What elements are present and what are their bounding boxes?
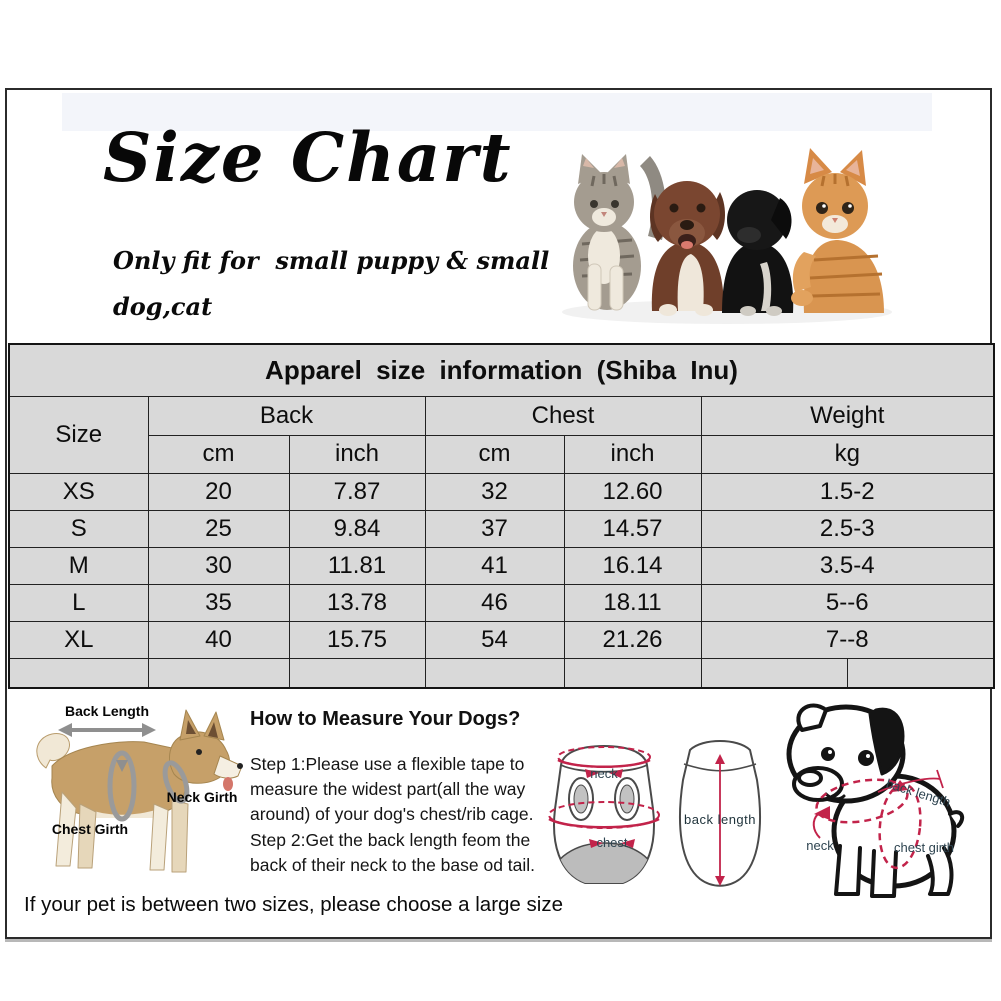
table-row-empty [8,657,995,689]
cell-weight: 7--8 [700,620,995,659]
measure-heading: How to Measure Your Dogs? [250,708,521,730]
puppy-measure-arrows [812,769,944,870]
garment-front-diagram: neck chest [548,744,660,884]
brown-puppy [649,181,726,316]
cell-size: XS [8,472,149,511]
cell-back-cm: 35 [147,583,290,622]
back-length-arrow [715,754,725,886]
dog-measurement-illustration: Back Length [36,703,243,873]
cell-empty [147,657,290,689]
col-header-size: Size [8,395,149,474]
cell-empty [700,657,848,689]
garment-back-length-label: back length [684,812,756,827]
cell-chest-cm: 41 [424,546,565,585]
garment-back-diagram: back length [678,740,762,887]
cell-chest-inch: 21.26 [563,620,702,659]
cell-empty [424,657,565,689]
cell-chest-inch: 16.14 [563,546,702,585]
cell-back-inch: 15.75 [288,620,426,659]
cell-chest-cm: 37 [424,509,565,548]
cell-chest-inch: 18.11 [563,583,702,622]
unit-header-back-cm: cm [147,434,290,474]
cell-chest-cm: 32 [424,472,565,511]
cell-weight: 5--6 [700,583,995,622]
unit-header-chest-inch: inch [563,434,702,474]
table-row-m: M 30 11.81 41 16.14 3.5-4 [8,546,995,585]
cell-weight: 2.5-3 [700,509,995,548]
cell-size: M [8,546,149,585]
puppy-neck-label: neck [806,838,834,853]
dog-neck-girth-label: Neck Girth [167,789,238,805]
cell-back-cm: 30 [147,546,290,585]
size-table: Apparel size information (Shiba Inu) Siz… [8,343,996,689]
belly-panel [554,842,654,883]
measure-step-1: Step 1:Please use a flexible tape to mea… [250,754,534,824]
unit-header-kg: kg [700,434,995,474]
unit-header-chest-cm: cm [424,434,565,474]
cell-chest-cm: 54 [424,620,565,659]
cell-back-inch: 7.87 [288,472,426,511]
dog-back-length-label: Back Length [65,703,149,719]
cell-back-cm: 20 [147,472,290,511]
table-row-s: S 25 9.84 37 14.57 2.5-3 [8,509,995,548]
armholes [568,777,640,821]
sizing-note: If your pet is between two sizes, please… [24,893,563,916]
dog-chest-girth-label: Chest Girth [52,821,128,837]
cell-empty [563,657,702,689]
dog-figure [36,709,243,873]
puppy-measurement-illustration: back length chest girth neck [786,703,965,898]
cell-back-cm: 25 [147,509,290,548]
background-tint [62,93,932,131]
orange-kitten [791,148,884,313]
cell-empty [846,657,995,689]
cell-empty [8,657,149,689]
measure-step-2: Step 2:Get the back length feom the back… [250,830,536,875]
black-puppy [722,190,794,316]
garment-neck-label: neck [590,766,618,781]
cell-back-cm: 40 [147,620,290,659]
table-title: Apparel size information (Shiba Inu) [8,343,995,397]
cell-back-inch: 9.84 [288,509,426,548]
cell-back-inch: 13.78 [288,583,426,622]
content-frame: Size Chart Only fit for small puppy & sm… [5,88,996,939]
cell-chest-cm: 46 [424,583,565,622]
cell-size: L [8,583,149,622]
puppy-chest-girth-label: chest girth [894,840,954,855]
neck-measure-arrow [557,746,651,778]
page-subtitle: Only fit for small puppy & small dog,cat [113,246,550,321]
cell-chest-inch: 12.60 [563,472,702,511]
cell-chest-inch: 14.57 [563,509,702,548]
cell-size: S [8,509,149,548]
chest-measure-arrow [548,801,660,848]
unit-header-back-inch: inch [288,434,426,474]
garment-chest-label: chest [596,835,627,850]
cell-empty [288,657,426,689]
cell-back-inch: 11.81 [288,546,426,585]
cell-weight: 3.5-4 [700,546,995,585]
collar-line [560,764,648,773]
pets-photo [562,148,892,324]
table-row-xl: XL 40 15.75 54 21.26 7--8 [8,620,995,659]
table-row-l: L 35 13.78 46 18.11 5--6 [8,583,995,622]
col-header-chest: Chest [424,395,702,436]
cell-weight: 1.5-2 [700,472,995,511]
cell-size: XL [8,620,149,659]
gray-kitten [573,154,666,311]
page-title: Size Chart [103,118,513,197]
col-header-weight: Weight [700,395,995,436]
puppy-figure [786,703,965,898]
col-header-back: Back [147,395,426,436]
girth-straps [107,750,190,822]
back-length-arrow [58,723,156,737]
table-row-xs: XS 20 7.87 32 12.60 1.5-2 [8,472,995,511]
